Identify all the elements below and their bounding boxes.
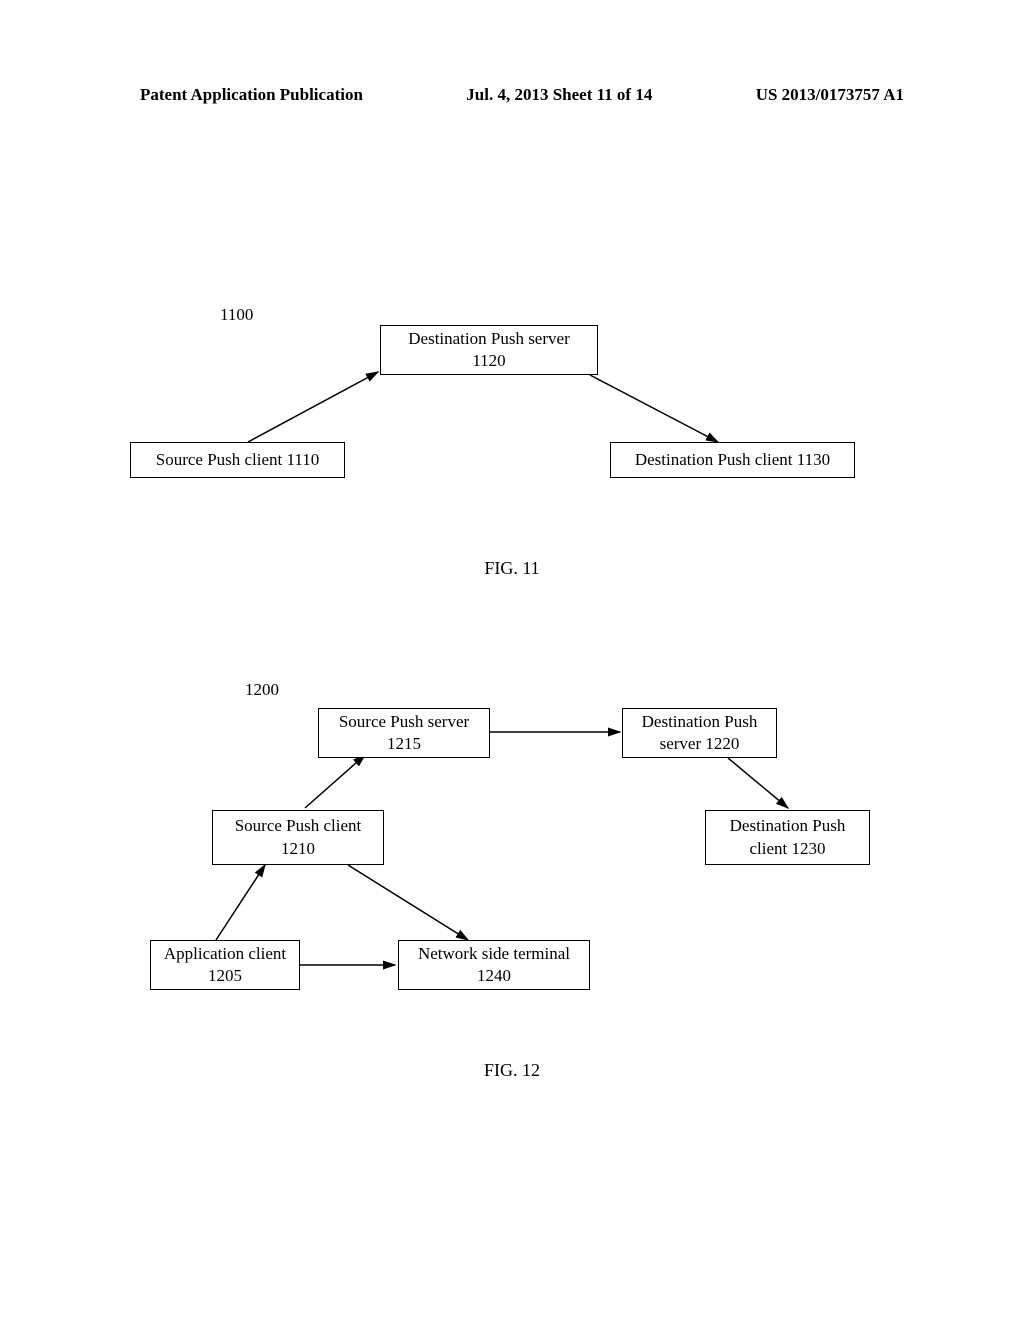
fig12-source-push-server: Source Push server 1215 [318, 708, 490, 758]
fig11-destination-push-client: Destination Push client 1130 [610, 442, 855, 478]
fig11-source-push-client: Source Push client 1110 [130, 442, 345, 478]
box-text-line1: Source Push client [235, 815, 362, 837]
fig12-label: 1200 [245, 680, 279, 700]
box-text-line2: 1240 [477, 965, 511, 987]
box-text-line1: Network side terminal [418, 943, 570, 965]
header-center: Jul. 4, 2013 Sheet 11 of 14 [466, 85, 652, 105]
fig12-application-client: Application client 1205 [150, 940, 300, 990]
header-left: Patent Application Publication [140, 85, 363, 105]
fig12-arrows [0, 670, 1024, 1050]
header-right: US 2013/0173757 A1 [756, 85, 904, 105]
fig12-destination-push-client: Destination Push client 1230 [705, 810, 870, 865]
box-text-line1: Destination Push [730, 815, 846, 837]
fig12-destination-push-server: Destination Push server 1220 [622, 708, 777, 758]
box-text: Source Push client 1110 [156, 449, 320, 471]
box-text-line2: client 1230 [749, 838, 825, 860]
fig11-destination-push-server: Destination Push server 1120 [380, 325, 598, 375]
box-text-line2: 1210 [281, 838, 315, 860]
box-text-line2: 1215 [387, 733, 421, 755]
box-text: Destination Push client 1130 [635, 449, 830, 471]
box-text-line1: Application client [164, 943, 286, 965]
box-text-line1: Destination Push server [408, 328, 569, 350]
fig12-network-side-terminal: Network side terminal 1240 [398, 940, 590, 990]
box-text-line1: Destination Push [642, 711, 758, 733]
box-text-line2: 1120 [472, 350, 505, 372]
fig11-label: 1100 [220, 305, 253, 325]
fig11-caption: FIG. 11 [0, 558, 1024, 579]
fig12-caption: FIG. 12 [0, 1060, 1024, 1081]
figure-12: 1200 Source Push server 1215 Destination… [0, 670, 1024, 1050]
box-text-line2: server 1220 [660, 733, 740, 755]
box-text-line2: 1205 [208, 965, 242, 987]
box-text-line1: Source Push server [339, 711, 469, 733]
figure-11: 1100 Source Push client 1110 Destination… [0, 290, 1024, 550]
page-header: Patent Application Publication Jul. 4, 2… [0, 85, 1024, 105]
fig12-source-push-client: Source Push client 1210 [212, 810, 384, 865]
